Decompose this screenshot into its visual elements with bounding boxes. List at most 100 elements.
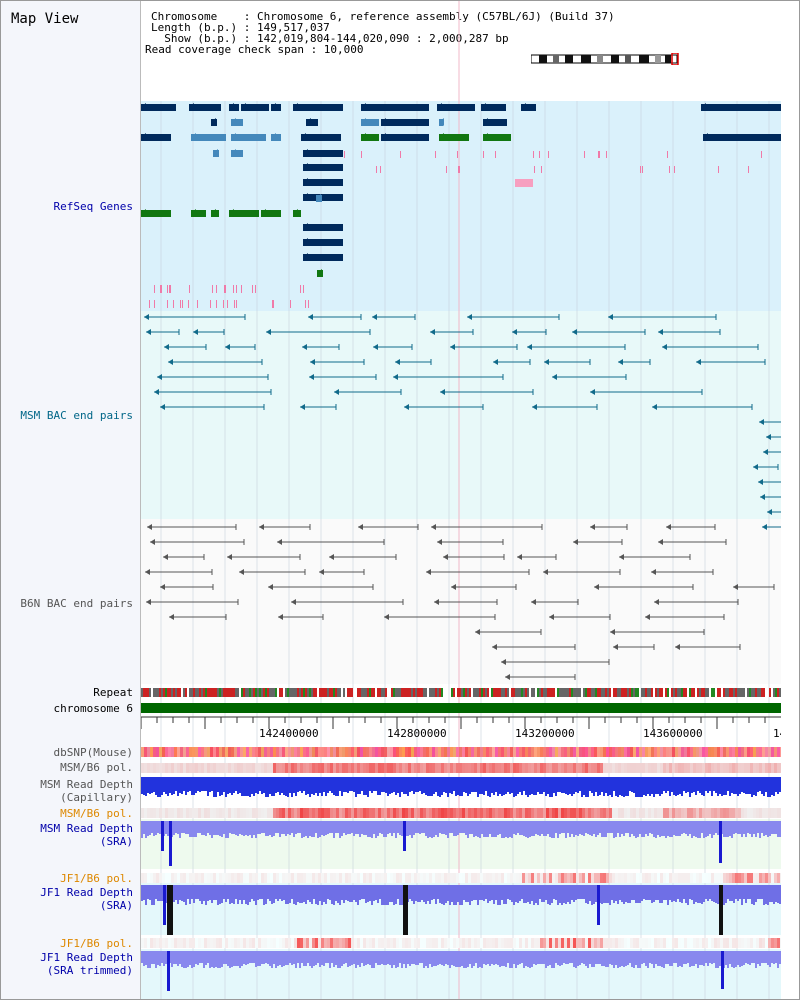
- repeat-segment: [623, 688, 625, 697]
- msm-pol2-cell: [630, 808, 633, 818]
- msm-pol-cell: [588, 763, 591, 773]
- msm-sra-bar: [625, 821, 627, 833]
- repeat-segment: [189, 688, 191, 697]
- repeat-segment: [265, 688, 267, 697]
- capillary-bar: [293, 777, 295, 793]
- repeat-segment: [147, 688, 149, 697]
- msm-pol-cell: [540, 763, 543, 773]
- msm-sra-bar: [733, 821, 735, 834]
- jf1-sra-bar: [357, 885, 359, 905]
- msm-pol2-cell: [477, 808, 480, 818]
- jf1-pol2-cell: [330, 938, 333, 948]
- gene-green-0-arrow: [141, 209, 146, 217]
- jf1-sra-bar: [455, 885, 457, 905]
- jf1-sra-bar: [757, 885, 759, 899]
- msm-pol-cell: [240, 763, 243, 773]
- repeat-segment: [439, 688, 441, 697]
- capillary-bar: [725, 777, 727, 795]
- msm-pol2-cell: [486, 808, 489, 818]
- jf1-sra-bar-spike: [167, 885, 173, 935]
- jf1-pol2-cell: [579, 938, 582, 948]
- msm-pol-cell: [603, 763, 606, 773]
- genome-track-area[interactable]: 1424000001428000001432000001436000001440: [141, 1, 781, 1000]
- dbsnp-cell: [645, 747, 648, 757]
- refseq-tick: [210, 300, 211, 308]
- dbsnp-cell: [360, 747, 363, 757]
- repeat-segment: [359, 688, 361, 697]
- msm-pol2-cell: [780, 808, 781, 818]
- jf1-trim-bar: [485, 951, 487, 965]
- jf1-sra-bar: [267, 885, 269, 899]
- jf1-sra-bar: [701, 885, 703, 904]
- jf1-sra-bar: [755, 885, 757, 902]
- dbsnp-cell: [774, 747, 777, 757]
- repeat-segment: [413, 688, 415, 697]
- jf1-sra-bar: [763, 885, 765, 905]
- msm-sra-bar: [533, 821, 535, 836]
- msm-pol2-cell: [483, 808, 486, 818]
- msm-pol-cell: [777, 763, 780, 773]
- jf1-trim-bar: [537, 951, 539, 964]
- dbsnp-cell: [267, 747, 270, 757]
- capillary-bar: [463, 777, 465, 792]
- jf1-pol-cell: [564, 873, 567, 883]
- msm-sra-bar: [381, 821, 383, 834]
- jf1-sra-bar: [377, 885, 379, 903]
- jf1-pol2-cell: [759, 938, 762, 948]
- dbsnp-cell: [609, 747, 612, 757]
- jf1-sra-bar: [191, 885, 193, 899]
- msm-pol2-cell: [327, 808, 330, 818]
- capillary-bar: [247, 777, 249, 796]
- jf1-pol-cell: [570, 873, 573, 883]
- chromosome-ideogram[interactable]: [531, 53, 683, 65]
- dbsnp-cell: [462, 747, 465, 757]
- dbsnp-cell: [654, 747, 657, 757]
- jf1-sra-bar: [209, 885, 211, 900]
- dbsnp-cell: [204, 747, 207, 757]
- repeat-segment: [205, 688, 207, 697]
- msm-sra-bar: [737, 821, 739, 834]
- capillary-bar: [699, 777, 701, 793]
- jf1-trim-bar: [439, 951, 441, 964]
- gene-stack-5: [303, 254, 343, 261]
- jf1-pol2-cell: [540, 938, 543, 948]
- jf1-pol-cell: [537, 873, 540, 883]
- msm-pair-end: [552, 374, 557, 380]
- repeat-segment: [417, 688, 419, 697]
- jf1-sra-bar: [613, 885, 615, 903]
- jf1-pol2-cell: [372, 938, 375, 948]
- jf1-pol2-cell: [402, 938, 405, 948]
- jf1-pol-cell: [300, 873, 303, 883]
- capillary-bar: [411, 777, 413, 791]
- msm-pol2-cell: [480, 808, 483, 818]
- capillary-bar: [751, 777, 753, 797]
- jf1-pol2-cell: [615, 938, 618, 948]
- jf1-trim-bar: [295, 951, 297, 968]
- msm-sra-bar: [745, 821, 747, 837]
- jf1-trim-bar: [161, 951, 163, 963]
- repeat-segment: [241, 688, 243, 697]
- jf1-pol2-cell: [486, 938, 489, 948]
- capillary-bar: [241, 777, 243, 796]
- jf1-pol2-cell: [228, 938, 231, 948]
- msm-sra-bar: [367, 821, 369, 837]
- jf1-sra-bar: [681, 885, 683, 903]
- repeat-segment: [719, 688, 721, 697]
- msm-sra-bar: [217, 821, 219, 835]
- jf1-pol2-cell: [285, 938, 288, 948]
- jf1-trim-bar: [247, 951, 249, 964]
- jf1-pol2-cell: [429, 938, 432, 948]
- msm-pol-cell: [273, 763, 276, 773]
- dbsnp-cell: [171, 747, 174, 757]
- repeat-segment: [731, 688, 733, 697]
- jf1-sra-bar: [179, 885, 181, 900]
- msm-sra-bar: [159, 821, 161, 834]
- msm-sra-bar: [281, 821, 283, 834]
- repeat-segment: [517, 688, 519, 697]
- jf1-sra-bar: [641, 885, 643, 901]
- msm-pol2-cell: [714, 808, 717, 818]
- jf1-trim-bar: [347, 951, 349, 967]
- msm-sra-bar: [757, 821, 759, 833]
- msm-pol2-cell: [471, 808, 474, 818]
- jf1-pol-cell: [288, 873, 291, 883]
